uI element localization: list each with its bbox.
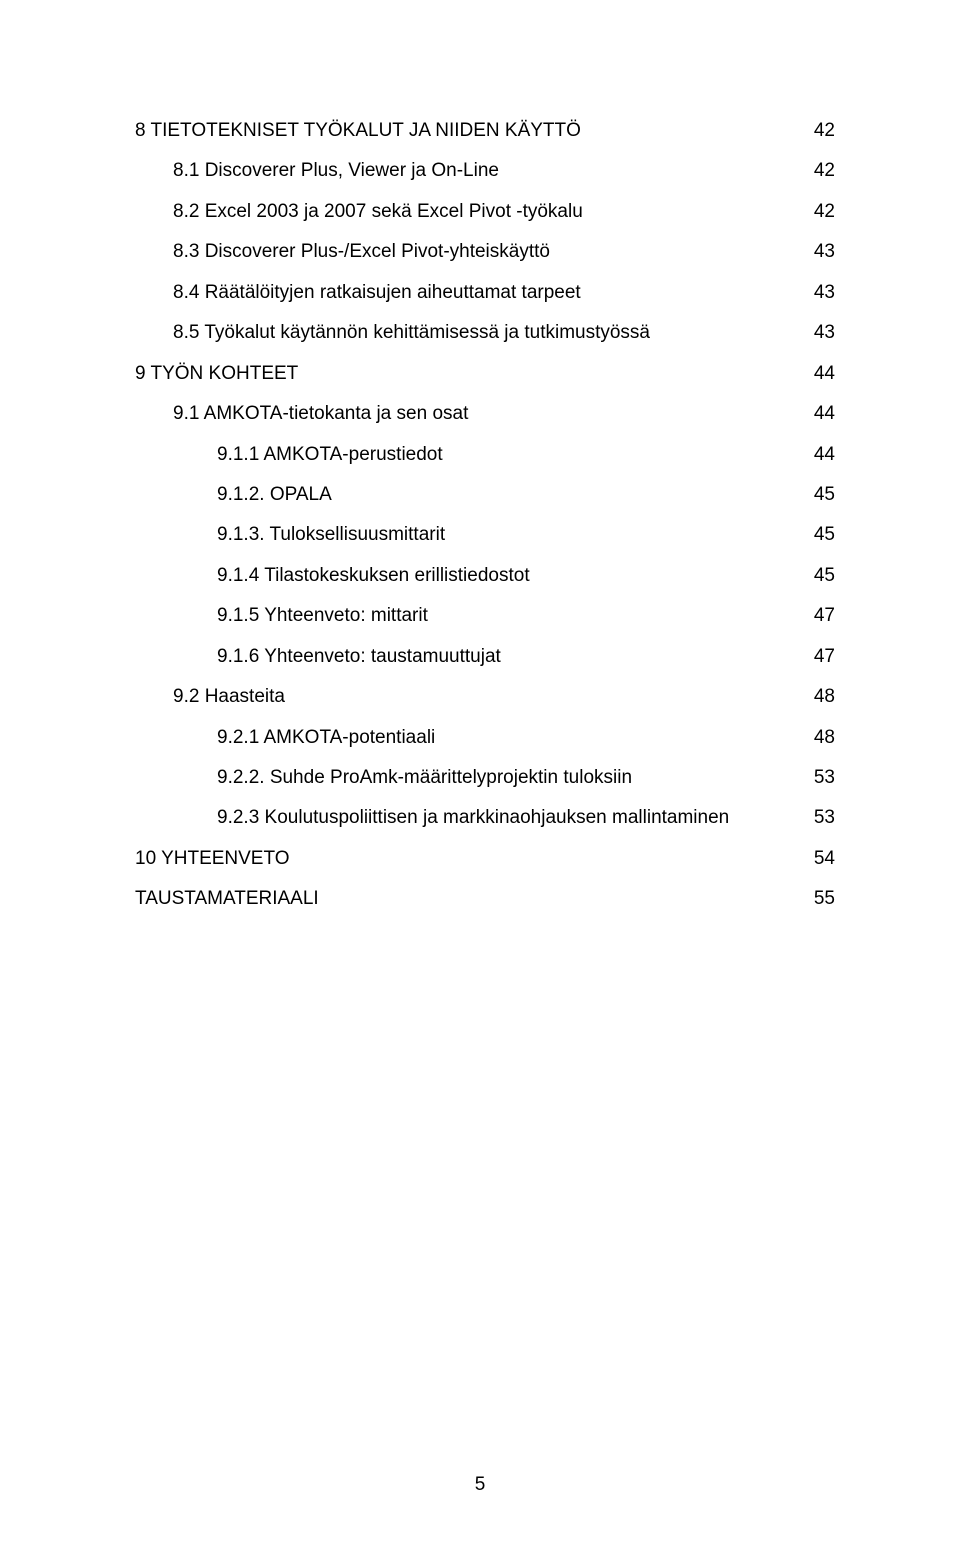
toc-entry: 9.2.1 AMKOTA-potentiaali48 — [135, 723, 835, 752]
toc-entry-label: 9.2.3 Koulutuspoliittisen ja markkinaohj… — [135, 803, 805, 832]
toc-entry-page: 45 — [805, 480, 835, 509]
toc-entry-page: 42 — [805, 116, 835, 145]
toc-entry-page: 48 — [805, 682, 835, 711]
toc-entry: 10 YHTEENVETO54 — [135, 844, 835, 873]
toc-entry-page: 42 — [805, 156, 835, 185]
toc-entry-page: 44 — [805, 399, 835, 428]
toc-entry-page: 53 — [805, 803, 835, 832]
toc-entry-label: 8.4 Räätälöityjen ratkaisujen aiheuttama… — [135, 278, 805, 307]
toc-entry-label: 9 TYÖN KOHTEET — [135, 359, 805, 388]
toc-entry-page: 44 — [805, 359, 835, 388]
toc-entry-label: 10 YHTEENVETO — [135, 844, 805, 873]
toc-entry-label: 8.1 Discoverer Plus, Viewer ja On-Line — [135, 156, 805, 185]
toc-entry-label: 9.2 Haasteita — [135, 682, 805, 711]
toc-entry-label: 8.5 Työkalut käytännön kehittämisessä ja… — [135, 318, 805, 347]
toc-entry-label: 9.2.1 AMKOTA-potentiaali — [135, 723, 805, 752]
toc-entry: 9.2.3 Koulutuspoliittisen ja markkinaohj… — [135, 803, 835, 832]
toc-entry-page: 53 — [805, 763, 835, 792]
toc-entry: 8.4 Räätälöityjen ratkaisujen aiheuttama… — [135, 278, 835, 307]
toc-entry: 9.1.6 Yhteenveto: taustamuuttujat47 — [135, 642, 835, 671]
toc-entry-label: 8.3 Discoverer Plus-/Excel Pivot-yhteisk… — [135, 237, 805, 266]
toc-entry-page: 54 — [805, 844, 835, 873]
toc-entry: 9 TYÖN KOHTEET44 — [135, 359, 835, 388]
toc-entry-page: 43 — [805, 318, 835, 347]
toc-entry-label: 9.1.6 Yhteenveto: taustamuuttujat — [135, 642, 805, 671]
toc-entry-label: 9.1.3. Tuloksellisuusmittarit — [135, 520, 805, 549]
toc-entry: 9.1.2. OPALA45 — [135, 480, 835, 509]
toc-entry: 9.1.1 AMKOTA-perustiedot44 — [135, 440, 835, 469]
toc-entry-label: 9.1.1 AMKOTA-perustiedot — [135, 440, 805, 469]
toc-entry-page: 55 — [805, 884, 835, 913]
toc-entry-page: 44 — [805, 440, 835, 469]
table-of-contents: 8 TIETOTEKNISET TYÖKALUT JA NIIDEN KÄYTT… — [135, 116, 835, 914]
toc-entry-label: 8.2 Excel 2003 ja 2007 sekä Excel Pivot … — [135, 197, 805, 226]
toc-entry: TAUSTAMATERIAALI55 — [135, 884, 835, 913]
toc-entry-page: 45 — [805, 561, 835, 590]
toc-entry: 8.1 Discoverer Plus, Viewer ja On-Line42 — [135, 156, 835, 185]
toc-entry-label: 9.1.2. OPALA — [135, 480, 805, 509]
toc-entry-label: 9.1.4 Tilastokeskuksen erillistiedostot — [135, 561, 805, 590]
toc-entry-label: TAUSTAMATERIAALI — [135, 884, 805, 913]
toc-entry: 9.1.5 Yhteenveto: mittarit47 — [135, 601, 835, 630]
toc-entry: 8.3 Discoverer Plus-/Excel Pivot-yhteisk… — [135, 237, 835, 266]
toc-entry-page: 42 — [805, 197, 835, 226]
toc-entry: 9.1.4 Tilastokeskuksen erillistiedostot4… — [135, 561, 835, 590]
toc-entry-page: 45 — [805, 520, 835, 549]
toc-entry: 8 TIETOTEKNISET TYÖKALUT JA NIIDEN KÄYTT… — [135, 116, 835, 145]
toc-entry-page: 47 — [805, 601, 835, 630]
toc-entry-page: 43 — [805, 237, 835, 266]
toc-entry-label: 9.1 AMKOTA-tietokanta ja sen osat — [135, 399, 805, 428]
toc-entry: 8.2 Excel 2003 ja 2007 sekä Excel Pivot … — [135, 197, 835, 226]
toc-entry: 9.1 AMKOTA-tietokanta ja sen osat44 — [135, 399, 835, 428]
toc-entry: 9.2 Haasteita48 — [135, 682, 835, 711]
toc-entry-page: 48 — [805, 723, 835, 752]
toc-entry-label: 9.1.5 Yhteenveto: mittarit — [135, 601, 805, 630]
toc-entry-page: 47 — [805, 642, 835, 671]
toc-entry-label: 9.2.2. Suhde ProAmk-määrittelyprojektin … — [135, 763, 805, 792]
page-number: 5 — [0, 1474, 960, 1496]
toc-entry: 9.2.2. Suhde ProAmk-määrittelyprojektin … — [135, 763, 835, 792]
toc-entry-label: 8 TIETOTEKNISET TYÖKALUT JA NIIDEN KÄYTT… — [135, 116, 805, 145]
toc-entry: 9.1.3. Tuloksellisuusmittarit45 — [135, 520, 835, 549]
toc-entry: 8.5 Työkalut käytännön kehittämisessä ja… — [135, 318, 835, 347]
toc-entry-page: 43 — [805, 278, 835, 307]
